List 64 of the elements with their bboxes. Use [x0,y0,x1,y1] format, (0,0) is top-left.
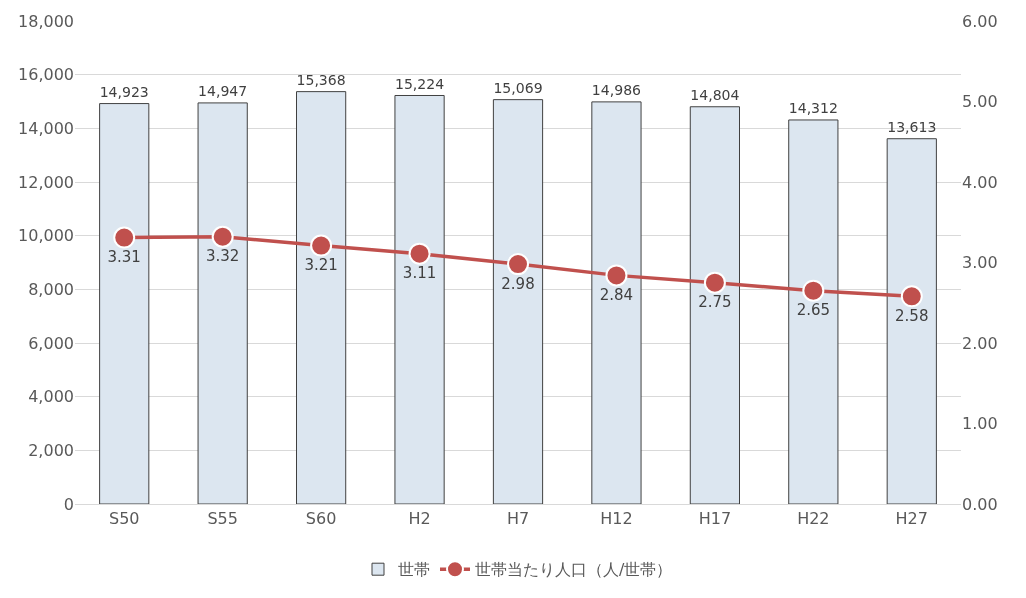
data-label: 14,804 [690,87,740,104]
bar [689,106,740,504]
y-tick-label: 6,000 [28,333,74,353]
point [605,264,628,287]
data-label: 15,224 [394,75,445,92]
data-label: 2.58 [895,307,929,326]
y-tick-label: 4,000 [28,387,74,407]
bar [296,91,347,504]
data-label: 14,986 [591,82,642,99]
data-label: 15,069 [493,79,543,96]
x-tick-label: H27 [895,509,928,529]
x-tick-label: S55 [207,509,238,529]
bar [197,102,248,504]
y2-tick-label: 4.00 [962,172,998,192]
data-label: 2.75 [698,293,732,312]
data-label: 14,947 [198,83,248,100]
x-tick-label: H2 [408,509,431,529]
x-tick-label: H7 [506,509,530,529]
y-tick-label: 12,000 [18,172,74,192]
y-tick-label: 14,000 [18,118,74,138]
data-label: 15,368 [296,71,346,88]
y-tick-label: 0 [63,494,74,514]
y2-tick-label: 2.00 [962,333,998,353]
data-label: 2.84 [599,286,634,305]
x-tick-label: S50 [108,509,140,529]
legend-label: 世帯 [398,560,430,580]
y-tick-label: 16,000 [18,65,74,85]
y2-tick-label: 0.00 [962,494,998,514]
data-label: 3.31 [107,248,141,267]
bar [492,99,544,504]
data-label: 3.21 [304,256,338,275]
bar [591,101,642,504]
point [113,226,136,249]
bar [99,103,150,504]
y-tick-label: 8,000 [28,279,74,299]
point [802,279,825,302]
y2-tick-label: 5.00 [962,92,998,112]
bar [886,138,937,504]
y2-tick-label: 3.00 [962,253,998,273]
data-label: 3.32 [205,247,240,266]
data-label: 3.11 [402,264,437,283]
data-label: 14,923 [99,83,149,100]
bar [788,119,839,504]
data-label: 2.65 [796,301,831,320]
y-tick-label: 10,000 [18,226,74,246]
y-tick-label: 18,000 [18,11,74,31]
point [703,271,726,294]
data-label: 13,613 [887,118,937,135]
x-tick-label: S60 [305,509,337,529]
legend-label: 世帯当たり人口（人/世帯） [475,560,673,580]
x-tick-label: H22 [797,509,830,529]
x-tick-label: H17 [698,509,732,529]
y2-tick-label: 6.00 [962,11,998,31]
data-label: 14,312 [788,100,838,117]
point [507,253,529,276]
bar [394,94,445,504]
point [408,242,431,265]
x-tick-label: H12 [600,509,633,529]
y-tick-label: 2,000 [28,440,74,460]
point [900,285,923,308]
y2-tick-label: 1.00 [962,414,998,434]
point [310,234,333,257]
point [211,225,234,248]
data-label: 2.98 [501,274,535,293]
